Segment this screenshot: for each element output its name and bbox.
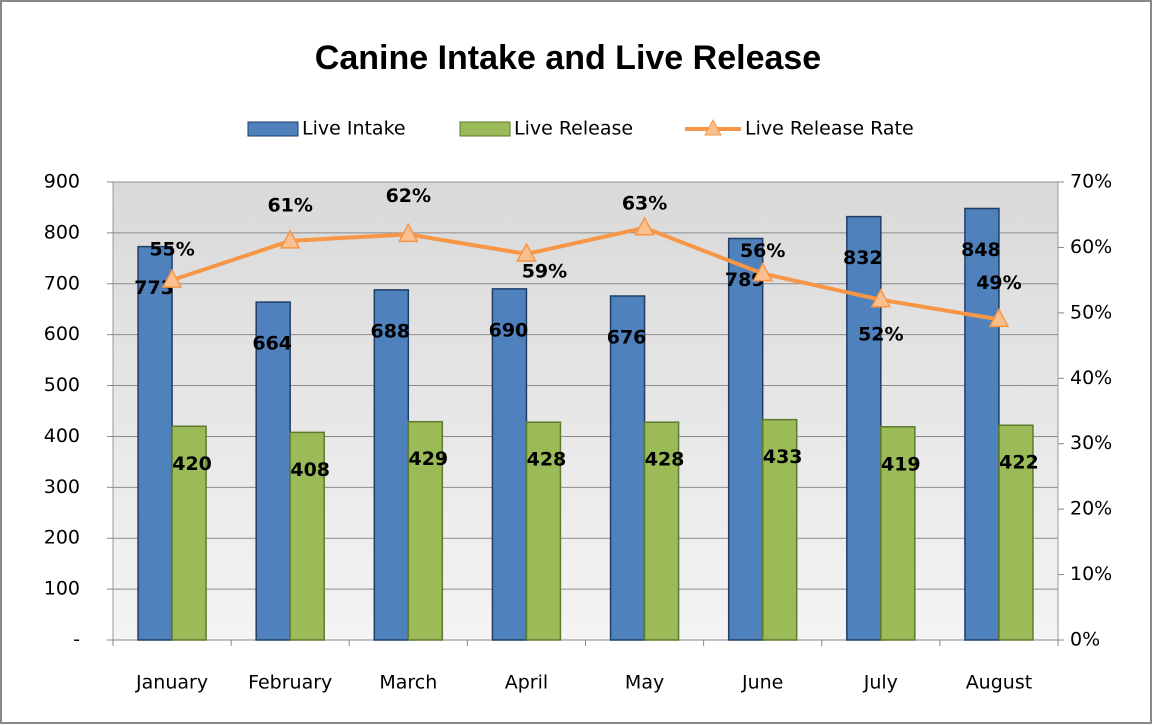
data-label: 676 (607, 326, 647, 348)
legend-marker (704, 118, 722, 136)
bar (255, 301, 291, 641)
x-tick-label: August (966, 672, 1033, 694)
data-label: 688 (370, 320, 410, 342)
data-label: 59% (522, 260, 567, 282)
line-marker (634, 216, 655, 236)
line-marker (752, 261, 773, 282)
bar (846, 215, 882, 641)
data-label: 429 (408, 448, 448, 470)
legend-swatch (247, 121, 299, 137)
data-label: 428 (527, 449, 567, 471)
data-label: 49% (976, 272, 1021, 294)
x-tick-label: February (248, 672, 332, 694)
data-label: 63% (622, 192, 667, 214)
bar (407, 420, 444, 641)
data-label: 61% (267, 194, 312, 216)
line-marker (870, 288, 892, 308)
legend-swatch (459, 121, 511, 137)
y-tick-label: 700 (44, 272, 80, 294)
data-label: 52% (858, 323, 903, 345)
data-label: 419 (881, 453, 921, 475)
x-tick-label: May (625, 672, 664, 694)
bar (998, 424, 1034, 641)
y-tick-label: 200 (44, 527, 80, 549)
bar (727, 237, 764, 641)
bar (964, 207, 1000, 641)
data-label: 664 (252, 333, 292, 355)
y2-tick-label: 60% (1070, 236, 1112, 258)
data-label: 408 (290, 459, 330, 481)
y2-tick-label: 70% (1070, 171, 1112, 193)
y-tick-label: 800 (44, 221, 80, 243)
y-tick-label: - (73, 629, 80, 651)
y2-tick-label: 10% (1070, 563, 1112, 585)
y-tick-label: 400 (44, 425, 80, 447)
data-label: 56% (740, 240, 785, 262)
y-tick-label: 500 (44, 374, 80, 396)
y-tick-label: 300 (44, 476, 80, 498)
line-marker (161, 268, 183, 288)
x-tick-label: July (863, 672, 898, 694)
y2-tick-label: 20% (1070, 498, 1112, 520)
data-label: 428 (645, 449, 685, 471)
bar (137, 245, 173, 641)
x-tick-label: April (505, 672, 548, 694)
bar (525, 421, 562, 641)
data-label: 832 (843, 247, 883, 269)
data-label: 62% (386, 185, 431, 207)
y2-tick-label: 0% (1070, 629, 1100, 651)
x-tick-label: January (135, 672, 208, 694)
x-tick-label: June (741, 672, 783, 694)
data-label: 433 (763, 446, 803, 468)
y2-tick-label: 50% (1070, 301, 1112, 323)
y-tick-label: 600 (44, 323, 80, 345)
bar (643, 421, 680, 641)
bar (880, 426, 916, 641)
legend-label: Live Intake (302, 118, 406, 140)
data-label: 422 (999, 452, 1039, 474)
legend-label: Live Release (514, 118, 633, 140)
line (171, 225, 1000, 322)
bar (289, 431, 325, 641)
line-marker (398, 222, 419, 243)
data-label: 690 (489, 319, 529, 341)
line-marker (988, 307, 1010, 328)
legend-label: Live Release Rate (745, 118, 914, 140)
line-marker (279, 229, 301, 249)
chart-title: Canine Intake and Live Release (315, 39, 821, 77)
bar (761, 418, 798, 641)
data-label: 773 (134, 277, 174, 299)
data-label: 420 (172, 453, 212, 475)
y2-tick-label: 30% (1070, 432, 1112, 454)
data-label: 789 (725, 269, 765, 291)
data-label: 55% (149, 239, 194, 261)
bar (373, 289, 410, 641)
x-tick-label: March (379, 672, 437, 694)
line-marker (516, 242, 537, 262)
bar (491, 288, 528, 641)
bar (171, 425, 207, 641)
y2-tick-label: 40% (1070, 367, 1112, 389)
y-tick-label: 100 (44, 578, 80, 600)
y-tick-label: 900 (44, 171, 80, 193)
data-label: 848 (961, 239, 1001, 261)
